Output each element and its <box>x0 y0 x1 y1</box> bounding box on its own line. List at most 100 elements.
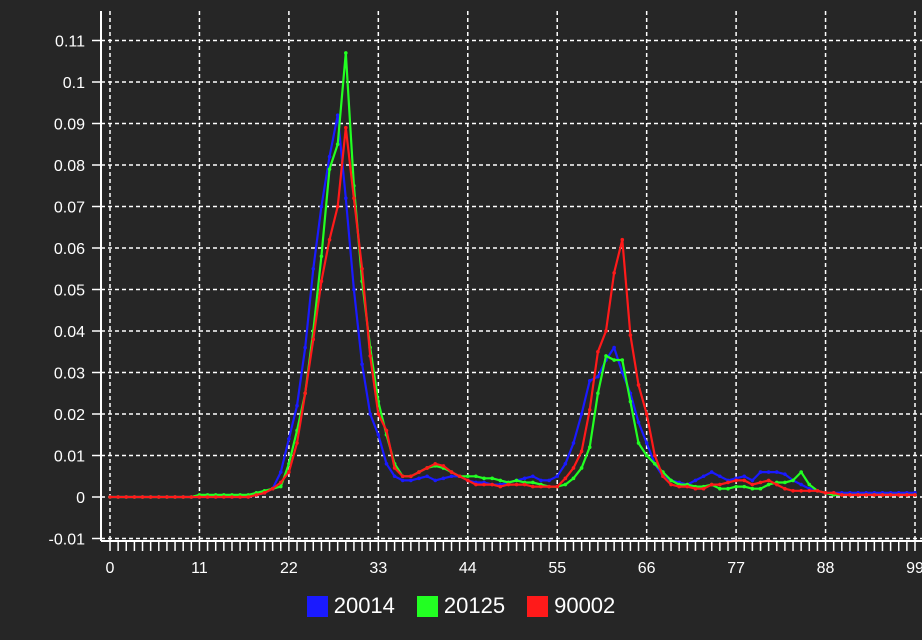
x-tick-label: 88 <box>817 560 835 577</box>
data-point <box>465 478 470 483</box>
data-point <box>197 495 202 499</box>
data-point <box>531 480 535 485</box>
data-point <box>376 412 381 416</box>
data-point <box>555 474 560 479</box>
data-point <box>612 271 616 275</box>
data-point <box>774 482 779 487</box>
data-point <box>807 482 812 487</box>
data-point <box>555 484 560 489</box>
data-point <box>392 466 397 470</box>
data-point <box>791 488 795 493</box>
data-point <box>734 478 738 483</box>
data-point <box>514 478 519 483</box>
series-line-20014 <box>110 114 915 499</box>
data-point <box>246 495 251 499</box>
y-tick-label: 0.11 <box>55 34 85 51</box>
data-point <box>165 495 169 499</box>
data-point <box>726 486 730 491</box>
data-point <box>742 484 747 489</box>
data-point <box>522 476 527 481</box>
data-point <box>409 474 413 479</box>
data-point <box>531 474 535 479</box>
data-point <box>409 478 413 483</box>
data-point <box>254 493 259 497</box>
data-point <box>400 478 405 483</box>
data-point <box>539 484 543 489</box>
data-point <box>742 474 747 479</box>
x-tick-label: 99 <box>906 560 922 577</box>
data-point <box>620 237 625 242</box>
data-point <box>766 482 771 487</box>
data-point <box>587 445 592 450</box>
data-point <box>896 493 901 497</box>
legend-item-20125[interactable]: 20125 <box>416 593 505 619</box>
series-20125 <box>108 51 917 499</box>
data-point <box>425 466 429 470</box>
data-point <box>474 482 478 487</box>
grid <box>101 11 922 541</box>
y-tick-label: 0 <box>76 490 85 507</box>
legend-label-20014: 20014 <box>333 593 395 618</box>
y-tick-label: 0.02 <box>54 407 85 424</box>
data-point <box>262 491 267 495</box>
data-point <box>823 491 828 495</box>
data-point <box>693 478 698 483</box>
data-point <box>596 349 600 354</box>
data-point <box>278 480 283 485</box>
legend-item-90002[interactable]: 90002 <box>527 593 615 619</box>
data-point <box>230 495 234 499</box>
axes <box>92 11 922 551</box>
data-point <box>278 470 283 474</box>
data-point <box>344 51 348 55</box>
data-point <box>766 478 771 483</box>
data-point <box>604 354 608 358</box>
data-point <box>482 476 486 481</box>
data-point <box>392 474 397 479</box>
data-point <box>799 470 803 474</box>
data-point <box>360 266 364 271</box>
legend: 20014 20125 90002 <box>0 593 922 619</box>
data-point <box>571 441 576 445</box>
data-point <box>368 354 373 358</box>
data-point <box>750 486 755 491</box>
data-point <box>783 480 787 485</box>
data-point <box>596 374 600 379</box>
data-point <box>644 453 649 458</box>
data-point <box>701 474 706 479</box>
data-point <box>319 254 324 259</box>
y-tick-label: 0.05 <box>54 283 85 300</box>
data-point <box>579 466 584 470</box>
legend-item-20014[interactable]: 20014 <box>306 593 395 619</box>
data-point <box>880 493 885 497</box>
y-tick-label: 0.08 <box>54 158 85 175</box>
data-point <box>563 482 568 487</box>
data-point <box>352 196 356 200</box>
data-point <box>669 478 673 483</box>
data-point <box>571 476 576 481</box>
data-point <box>124 495 129 499</box>
data-point <box>189 495 194 499</box>
data-point <box>384 462 389 466</box>
y-tick-label: 0.1 <box>63 75 85 92</box>
data-point <box>596 391 600 396</box>
series-20014 <box>108 113 917 499</box>
data-point <box>701 486 706 491</box>
data-point <box>628 333 633 337</box>
data-point <box>457 474 462 479</box>
x-tick-label: 22 <box>280 560 298 577</box>
data-point <box>734 484 738 489</box>
x-tick-label: 0 <box>106 560 115 577</box>
data-point <box>864 493 869 497</box>
data-point <box>344 196 348 200</box>
data-point <box>652 462 657 466</box>
y-tick-label: 0.01 <box>54 449 85 466</box>
data-point <box>270 486 275 491</box>
data-point <box>287 437 291 441</box>
data-point <box>222 495 226 499</box>
data-point <box>758 470 763 474</box>
data-point <box>718 482 722 487</box>
data-point <box>766 470 771 474</box>
series-line-20125 <box>110 51 915 499</box>
data-point <box>750 482 755 487</box>
y-tick-label: -0.01 <box>49 532 86 549</box>
